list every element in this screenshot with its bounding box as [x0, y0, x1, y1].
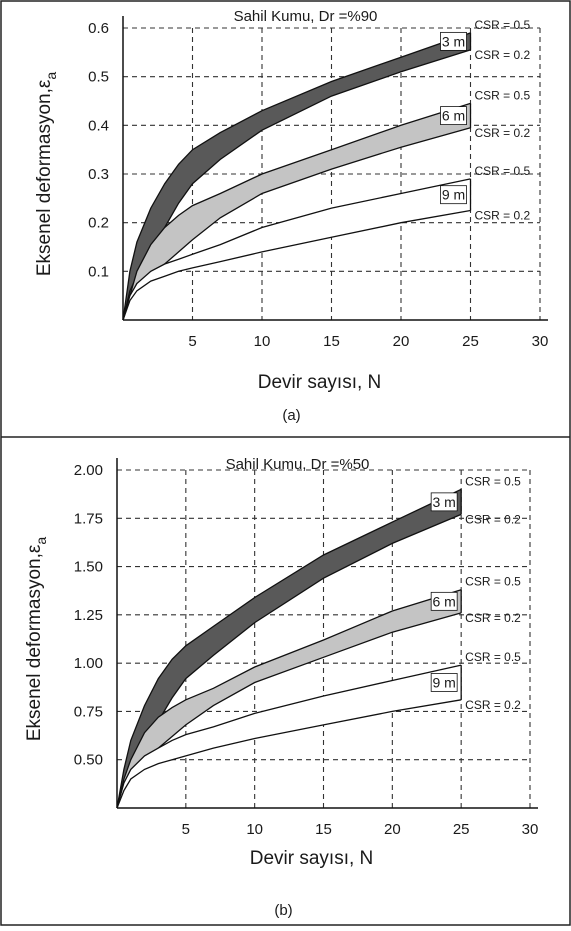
chart-title: Sahil Kumu, Dr =%90: [234, 8, 378, 25]
x-tick-label: 15: [323, 333, 340, 350]
y-axis-label-main: Eksenel deformasyon,ε: [34, 79, 55, 276]
y-axis-label: Eksenel deformasyon,εa: [24, 537, 49, 741]
y-tick-label: 0.6: [88, 20, 109, 37]
y-axis-label: Eksenel deformasyon,εa: [34, 72, 59, 276]
x-tick-label: 20: [384, 821, 401, 838]
x-tick-label: 30: [522, 821, 539, 838]
depth-label: 3 m: [442, 33, 465, 49]
depth-label-box: [440, 185, 467, 205]
x-tick-label: 5: [188, 333, 196, 350]
band-3m: [123, 32, 471, 321]
y-tick-label: 1.75: [74, 510, 103, 527]
y-axis-label-main: Eksenel deformasyon,ε: [24, 544, 45, 741]
csr-label-lower: CSR = 0.2: [475, 126, 531, 140]
depth-label-box: [430, 591, 458, 611]
csr-label-lower: CSR = 0.2: [465, 512, 521, 526]
depth-label-box: [430, 673, 458, 692]
y-tick-label: 0.75: [74, 703, 103, 720]
y-tick-label: 2.00: [74, 462, 103, 479]
x-tick-label: 10: [246, 821, 263, 838]
csr-label-upper: CSR = 0.5: [465, 575, 521, 589]
y-tick-label: 0.50: [74, 752, 103, 769]
x-tick-label: 25: [453, 821, 470, 838]
depth-label-box: [430, 492, 458, 512]
depth-label: 6 m: [432, 593, 455, 609]
depth-label: 9 m: [442, 187, 465, 203]
depth-label-box: [440, 31, 467, 51]
csr-label-upper: CSR = 0.5: [475, 18, 531, 32]
x-axis-label: Devir sayısı, N: [250, 848, 374, 869]
x-axis-label: Devir sayısı, N: [258, 372, 382, 393]
band-3m: [117, 489, 462, 808]
y-tick-label: 1.50: [74, 559, 103, 576]
x-tick-label: 5: [182, 821, 190, 838]
y-tick-label: 0.5: [88, 69, 109, 86]
panel-label: (a): [282, 407, 300, 424]
y-tick-label: 0.4: [88, 117, 109, 134]
series-line-6m-upper: [122, 102, 471, 321]
x-tick-label: 20: [393, 333, 410, 350]
band-9m: [117, 665, 462, 808]
series-line-9m-upper: [122, 178, 471, 321]
panel-a: 3 m CSR = 0.5 CSR = 0.2 6 m CSR = 0.5 CSR = 0…: [34, 8, 548, 424]
band-6m: [123, 103, 471, 321]
y-tick-label: 0.3: [88, 166, 109, 183]
x-tick-label: 10: [254, 333, 271, 350]
series-line-3m-upper: [116, 488, 462, 809]
depth-label: 3 m: [432, 494, 455, 510]
y-tick-label: 1.25: [74, 607, 103, 624]
panel-label: (b): [274, 902, 292, 919]
chart-title: Sahil Kumu, Dr =%50: [226, 456, 370, 473]
band-6m: [117, 589, 462, 808]
depth-label: 9 m: [432, 674, 455, 690]
y-tick-label: 1.00: [74, 655, 103, 672]
series-line-9m-lower: [116, 699, 462, 809]
depth-label: 6 m: [442, 108, 465, 124]
depth-label-box: [440, 106, 467, 125]
series-line-3m-upper: [122, 32, 471, 321]
y-tick-label: 0.1: [88, 263, 109, 280]
series-line-9m-upper: [116, 664, 462, 809]
panel-b: 3 m CSR = 0.5 CSR = 0.2 6 m CSR = 0.5 CSR = 0…: [24, 456, 538, 919]
csr-label-lower: CSR = 0.2: [465, 611, 521, 625]
csr-label-lower: CSR = 0.2: [475, 48, 531, 62]
csr-label-upper: CSR = 0.5: [465, 650, 521, 664]
csr-label-lower: CSR = 0.2: [475, 209, 531, 223]
x-tick-label: 15: [315, 821, 332, 838]
csr-label-upper: CSR = 0.5: [475, 88, 531, 102]
csr-label-lower: CSR = 0.2: [465, 698, 521, 712]
series-line-9m-lower: [122, 209, 471, 321]
csr-label-upper: CSR = 0.5: [475, 164, 531, 178]
csr-label-upper: CSR = 0.5: [465, 474, 521, 488]
band-9m: [123, 178, 471, 320]
x-tick-label: 30: [532, 333, 549, 350]
x-tick-label: 25: [462, 333, 479, 350]
y-tick-label: 0.2: [88, 215, 109, 232]
y-axis-label-subscript: a: [33, 537, 49, 545]
y-axis-label-subscript: a: [43, 72, 59, 80]
series-line-6m-upper: [116, 589, 462, 809]
